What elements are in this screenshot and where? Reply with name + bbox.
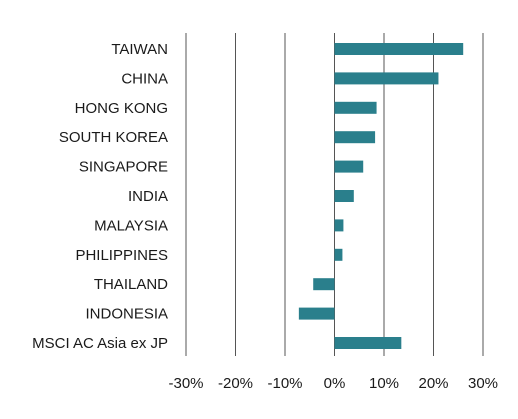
bar-india: [334, 190, 354, 202]
bar-malaysia: [334, 219, 344, 232]
x-tick-label: 20%: [418, 375, 448, 392]
x-tick-label: -20%: [218, 375, 253, 392]
bar-taiwan: [334, 43, 464, 55]
category-label: PHILIPPINES: [75, 247, 168, 264]
category-labels: TAIWAN CHINA HONG KONG SOUTH KOREA SINGAPORE…: [32, 41, 168, 352]
bar-china: [334, 72, 439, 85]
gridlines: [185, 33, 484, 356]
bar-south-korea: [334, 131, 376, 144]
category-label: MALAYSIA: [94, 217, 168, 234]
bar-msci-ac-asia-ex-jp: [334, 337, 402, 349]
x-tick-label: 30%: [468, 375, 498, 392]
x-tick-label: 0%: [324, 375, 346, 392]
category-label: INDIA: [128, 188, 168, 205]
x-axis-tick-labels: -30% -20% -10% 0% 10% 20% 30%: [168, 375, 498, 392]
x-tick-label: 10%: [369, 375, 399, 392]
category-label: MSCI AC Asia ex JP: [32, 335, 168, 352]
category-label: SOUTH KOREA: [59, 129, 168, 146]
category-label: SINGAPORE: [79, 159, 168, 176]
bar-indonesia: [298, 307, 335, 320]
category-label: CHINA: [121, 70, 168, 87]
bar-thailand: [313, 278, 335, 291]
bars: [298, 43, 464, 349]
category-label: THAILAND: [94, 276, 168, 293]
category-label: INDONESIA: [85, 306, 168, 323]
bar-singapore: [334, 160, 364, 173]
category-label: HONG KONG: [75, 100, 168, 117]
x-tick-label: -10%: [267, 375, 302, 392]
x-tick-label: -30%: [168, 375, 203, 392]
category-label: TAIWAN: [111, 41, 168, 58]
bar-hong-kong: [334, 101, 377, 114]
bar-philippines: [334, 248, 343, 261]
